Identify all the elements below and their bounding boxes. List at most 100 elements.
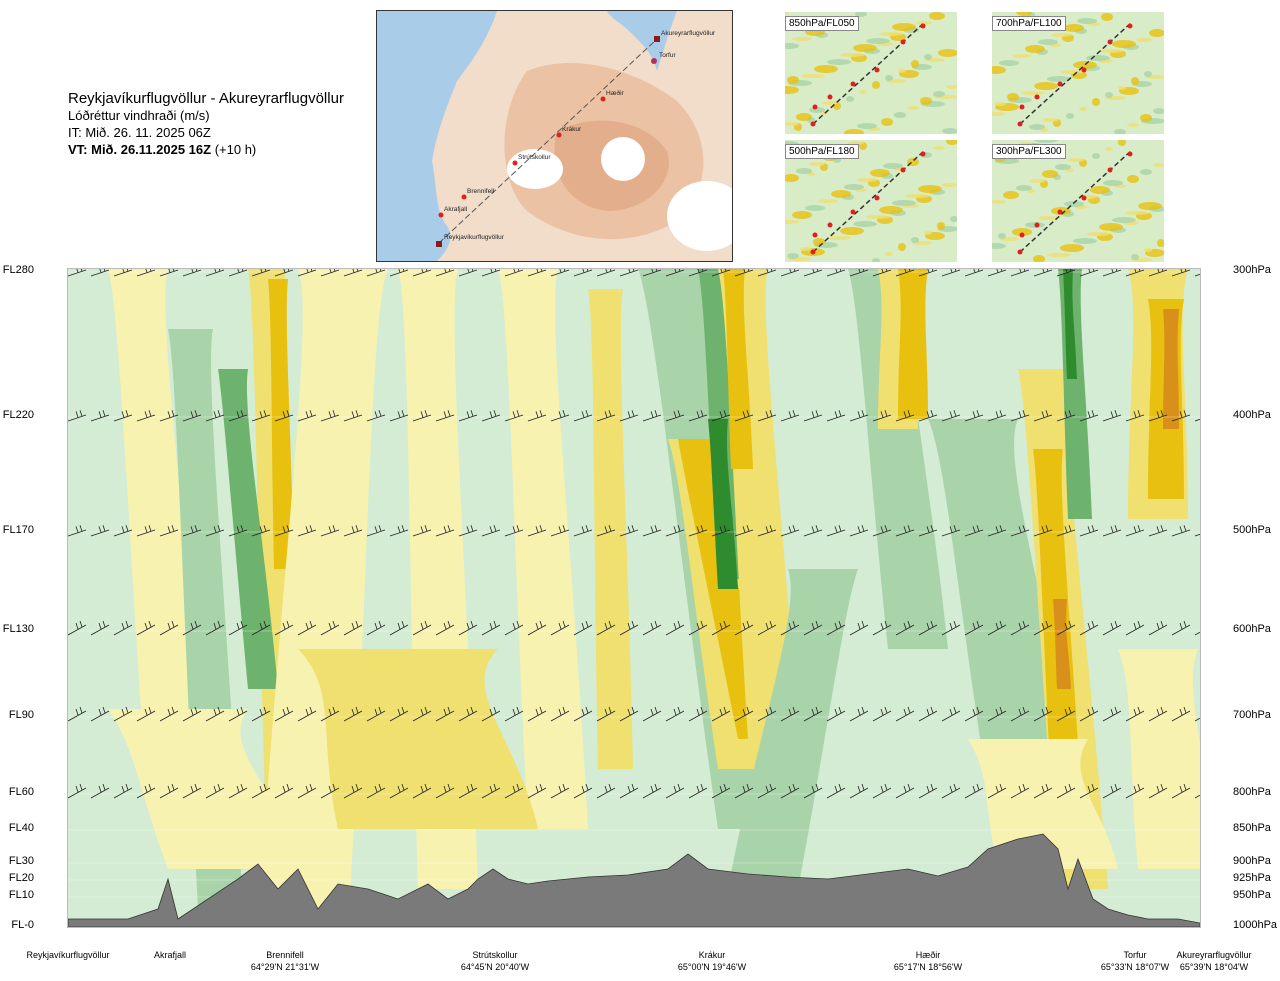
wind-barb [596, 620, 616, 636]
velocity-band [1163, 309, 1179, 429]
wind-barb [550, 525, 570, 537]
map-label-reykjavik: Reykjavíkurflugvöllur [444, 234, 505, 241]
mini-map-waypoint [1081, 67, 1087, 73]
wind-barb [527, 269, 547, 277]
valid-time-line: VT: Mið. 26.11.2025 16Z (+10 h) [68, 141, 344, 158]
wind-barb [320, 525, 340, 537]
wind-barb [366, 269, 386, 277]
location-coord: 65°17'N 18°56'W [893, 962, 963, 972]
mini-map-500[interactable]: 500hPa/FL180 [785, 140, 957, 262]
location-name: Torfur [1123, 950, 1147, 960]
location-coord: 65°39'N 18°04'W [1179, 962, 1249, 972]
waypoint-haedir-marker [600, 96, 606, 102]
mini-map-waypoint [1019, 104, 1025, 110]
wind-barb [481, 525, 501, 537]
wind-barb [780, 269, 800, 277]
wind-barb [366, 525, 386, 537]
wind-barb [1171, 783, 1191, 799]
mini-map-waypoint [827, 94, 833, 100]
wind-barb [1125, 783, 1145, 799]
mini-map-blob [805, 205, 825, 211]
wind-barb [826, 410, 846, 422]
mini-map-blob [1114, 129, 1126, 134]
wind-barb [1056, 706, 1076, 722]
wind-barb [90, 620, 110, 636]
mini-map-blob [1127, 175, 1139, 183]
mini-map-850-graphic [785, 12, 957, 134]
mini-map-blob [998, 233, 1006, 239]
wind-barb [366, 410, 386, 422]
valid-time: VT: Mið. 26.11.2025 16Z [68, 142, 212, 157]
wind-barb [1079, 525, 1099, 537]
wind-barb [665, 620, 685, 636]
hpa-label: 400hPa [1233, 409, 1271, 421]
wind-barb [458, 525, 478, 537]
wind-barb [297, 269, 317, 277]
issue-time: IT: Mið. 26. 11. 2025 06Z [68, 125, 211, 140]
mini-map-blob [785, 220, 799, 224]
wind-barb [182, 525, 202, 537]
mini-map-blob [1101, 13, 1113, 21]
mini-map-blob [885, 252, 893, 256]
wind-barb [435, 620, 455, 636]
wind-barb [872, 410, 892, 422]
wind-barb [274, 620, 294, 636]
velocity-band [848, 269, 948, 649]
mini-map-blob [1034, 82, 1058, 90]
mini-map-300[interactable]: 300hPa/FL300 [992, 140, 1164, 262]
wind-barb [1079, 269, 1099, 277]
wind-barb [918, 620, 938, 636]
wind-barb [711, 410, 731, 422]
mini-map-blob [827, 59, 851, 65]
map-label-torfur: Torfur [659, 52, 676, 59]
wind-barb [68, 783, 87, 799]
mini-map-blob [1060, 244, 1084, 252]
mini-map-blob [857, 123, 877, 129]
wind-barb [780, 620, 800, 636]
mini-map-blob [870, 169, 890, 177]
wind-barb [1125, 620, 1145, 636]
mini-map-blob [1016, 12, 1032, 16]
velocity-band [298, 649, 538, 829]
mini-map-blob [792, 37, 812, 41]
wind-barb [550, 269, 570, 277]
hpa-label: 500hPa [1233, 524, 1271, 536]
wind-barb [136, 410, 156, 422]
wind-barb [182, 269, 202, 277]
wind-barb [228, 706, 248, 722]
wind-barb [642, 783, 662, 799]
wind-barb [504, 269, 524, 277]
wind-barb [1148, 783, 1168, 799]
wind-barb [803, 269, 823, 277]
mini-map-blob [853, 221, 877, 227]
wind-barb [251, 620, 271, 636]
wind-barb [711, 783, 731, 799]
mini-map-blob [992, 112, 1006, 116]
mini-map-300-label: 300hPa/FL300 [992, 144, 1066, 159]
mini-map-blob [857, 178, 877, 182]
mini-map-blob [1136, 38, 1152, 42]
fl-label: FL90 [8, 709, 34, 721]
mini-map-blob [1073, 61, 1097, 69]
wind-barb [688, 410, 708, 422]
mini-map-blob [796, 113, 812, 121]
cross-section-plot[interactable] [67, 268, 1201, 928]
wind-barb [1148, 620, 1168, 636]
mini-map-700[interactable]: 700hPa/FL100 [992, 12, 1164, 134]
parameter-label: Lóðréttur vindhraði (m/s) [68, 108, 210, 123]
mini-map-850[interactable]: 850hPa/FL050 [785, 12, 957, 134]
fl-label: FL20 [8, 872, 34, 884]
mini-map-blob [831, 190, 851, 198]
fl-label: FL220 [2, 409, 34, 421]
mini-map-blob [911, 60, 919, 68]
route-map[interactable]: Akureyrarflugvöllur Torfur Hæðir Krákur … [376, 10, 733, 262]
title-block: Reykjavíkurflugvöllur - Akureyrarflugvöl… [68, 90, 344, 158]
wind-barb [481, 620, 501, 636]
mini-map-blob [942, 183, 957, 187]
mini-map-700-label: 700hPa/FL100 [992, 16, 1066, 31]
wind-barb [918, 269, 938, 277]
mini-map-blob [1055, 164, 1071, 170]
location-name: Reykjavíkurflugvöllur [26, 950, 110, 960]
mini-map-blob [840, 53, 864, 57]
wind-barb [435, 410, 455, 422]
